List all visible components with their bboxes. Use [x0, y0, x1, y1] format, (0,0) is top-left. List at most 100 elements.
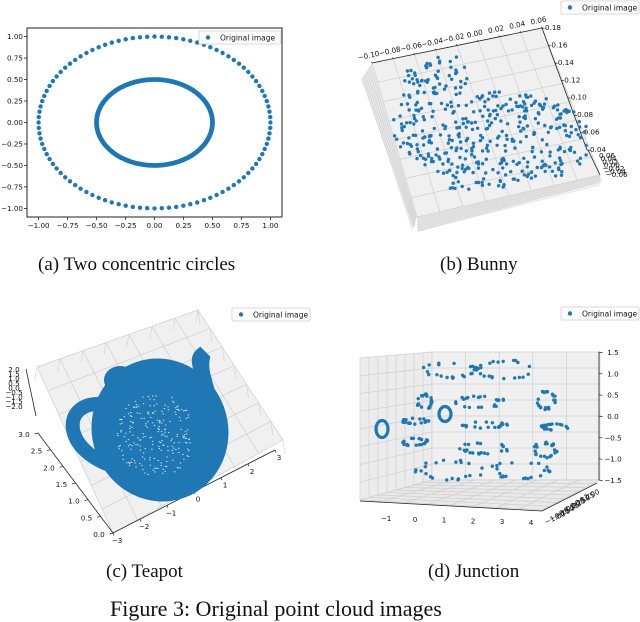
svg-text:0.18: 0.18: [545, 23, 561, 32]
bunny-3d-plot: −0.10−0.08−0.06−0.04−0.02 0.00 0.02 0.04 0.0…: [357, 0, 640, 232]
legend-label: Original image: [253, 310, 308, 319]
svg-text:−0.04: −0.04: [604, 167, 626, 176]
svg-text:−2: −2: [139, 522, 150, 531]
y-tick-label: −0.25: [1, 139, 23, 148]
x-tick-label: 4: [529, 518, 534, 527]
svg-text:3: 3: [277, 453, 282, 462]
subfigure-b-caption: (b) Bunny: [440, 254, 518, 275]
svg-text:0.06: 0.06: [599, 151, 615, 160]
svg-text:0.08: 0.08: [577, 110, 593, 119]
x-tick-label: −1.00: [28, 221, 50, 230]
legend-marker-icon: [238, 312, 244, 317]
legend-marker-icon: [567, 311, 573, 316]
x-tick-label: 3: [500, 517, 505, 526]
svg-text:2.0: 2.0: [43, 463, 55, 472]
svg-text:0.06: 0.06: [584, 128, 600, 137]
x-tick-label: 0.25: [175, 221, 191, 230]
svg-text:−3: −3: [112, 536, 123, 545]
concentric-circles-plot: −1.00 −0.75 −0.50 −0.25 0.00 0.25 0.50 0.75 1.00…: [1, 27, 283, 230]
subfigure-d: 1.5 1.0 0.5 0.0 −0.5 −1.0 −1.5 −1 0 1 2 3 4 −1.00 −0.7…: [320, 290, 640, 550]
svg-text:0.02: 0.02: [487, 23, 505, 35]
subfigure-c-caption: (c) Teapot: [106, 561, 183, 582]
svg-text:0.00: 0.00: [466, 28, 484, 40]
figure-caption: Figure 3: Original point cloud images: [110, 596, 442, 621]
x-tick-label: 2: [471, 516, 476, 525]
svg-text:−0.02: −0.02: [602, 164, 624, 173]
y-tick-label: 0.50: [7, 75, 23, 84]
svg-text:0.5: 0.5: [81, 513, 92, 522]
teapot-handle: [65, 396, 132, 477]
legend-marker-icon: [205, 35, 211, 40]
svg-text:−1: −1: [166, 508, 177, 517]
svg-text:1.5: 1.5: [607, 348, 618, 357]
x-tick-label: 0.75: [233, 221, 249, 230]
y-tick-label: 0.25: [7, 97, 23, 106]
x-tick-label: 1.00: [262, 221, 278, 230]
legend-label: Original image: [582, 3, 637, 12]
svg-text:1.0: 1.0: [68, 497, 80, 506]
y-tick-label: −1.00: [1, 204, 23, 213]
x-tick-label: −0.75: [57, 221, 79, 230]
legend-box: [560, 306, 640, 321]
ring: [437, 404, 453, 424]
x-tick-label: 1: [442, 516, 447, 525]
svg-text:−0.08: −0.08: [378, 44, 402, 57]
teapot-spout: [191, 346, 219, 422]
subfigure-a-caption: (a) Two concentric circles: [38, 254, 236, 275]
subfigure-c: 3.0 2.5 2.0 1.5 1.0 0.5 0.0 −3 −2 −1 0 1 2 3 2.0 1.5 1.0…: [0, 290, 320, 550]
svg-text:1.0: 1.0: [8, 374, 20, 383]
svg-text:3.0: 3.0: [18, 430, 30, 439]
svg-text:−0.02: −0.02: [442, 31, 465, 44]
svg-text:1.0: 1.0: [607, 369, 619, 378]
svg-text:−0.5: −0.5: [604, 433, 621, 442]
svg-text:0.02: 0.02: [602, 157, 618, 166]
svg-text:2: 2: [250, 467, 255, 476]
svg-text:−0.04: −0.04: [421, 36, 445, 49]
subfigure-d-caption: (d) Junction: [428, 561, 520, 582]
teapot-3d-plot: 3.02.52.01.51.00.50.0−3−2−101232.01.51.0…: [5, 307, 311, 545]
svg-text:−0.5: −0.5: [5, 388, 22, 397]
svg-text:0.0: 0.0: [607, 412, 619, 421]
legend-box: [198, 30, 282, 45]
y-tick-label: 0.00: [7, 118, 23, 127]
svg-text:0.5: 0.5: [607, 391, 618, 400]
svg-text:0.0: 0.0: [93, 530, 105, 539]
svg-text:2.5: 2.5: [31, 447, 42, 456]
svg-text:1: 1: [223, 481, 228, 490]
teapot-lid-knob: [104, 366, 136, 394]
svg-text:0.16: 0.16: [551, 40, 567, 49]
y-tick-label: −0.50: [1, 161, 23, 170]
legend-label: Original image: [220, 33, 275, 42]
svg-text:−1.5: −1.5: [5, 397, 22, 406]
svg-text:0.10: 0.10: [571, 93, 587, 102]
svg-text:−1.0: −1.0: [604, 455, 622, 464]
legend-box: [560, 0, 640, 15]
svg-text:0.12: 0.12: [564, 75, 580, 84]
svg-text:0.5: 0.5: [8, 379, 19, 388]
svg-text:0.00: 0.00: [604, 161, 620, 170]
svg-text:0.04: 0.04: [601, 154, 617, 163]
x-tick-label: 0: [413, 515, 418, 524]
svg-text:0.0: 0.0: [8, 383, 20, 392]
svg-text:−1.0: −1.0: [5, 393, 23, 402]
svg-text:0.04: 0.04: [590, 145, 606, 154]
y-tick-label: 0.75: [7, 54, 23, 63]
ring: [374, 418, 390, 440]
legend-marker-icon: [567, 5, 573, 10]
subfigure-a: −1.00 −0.75 −0.50 −0.25 0.00 0.25 0.50 0.75 1.00…: [0, 0, 320, 240]
x-tick-label: 0.50: [204, 221, 220, 230]
svg-text:2.0: 2.0: [8, 365, 20, 374]
svg-text:−2.0: −2.0: [5, 402, 23, 411]
y-tick-label: 1.00: [7, 32, 23, 41]
svg-text:1.5: 1.5: [56, 480, 67, 489]
subfigure-b: −0.10 −0.08 −0.06 −0.04 −0.02 0.00 0.02 0.04 0.0…: [320, 0, 640, 240]
svg-text:0.14: 0.14: [558, 58, 574, 67]
svg-text:−0.06: −0.06: [399, 40, 423, 53]
svg-text:1.5: 1.5: [8, 370, 19, 379]
svg-text:0.06: 0.06: [530, 14, 548, 26]
svg-text:−1.5: −1.5: [604, 476, 621, 485]
legend-label: Original image: [582, 309, 637, 318]
x-tick-label: 0.00: [146, 221, 162, 230]
junction-3d-plot: 1.51.00.50.0−0.5−1.0−1.5−1 0 1 2 3 4 −1.00−0.7…: [359, 306, 640, 527]
legend-box: [231, 307, 311, 322]
